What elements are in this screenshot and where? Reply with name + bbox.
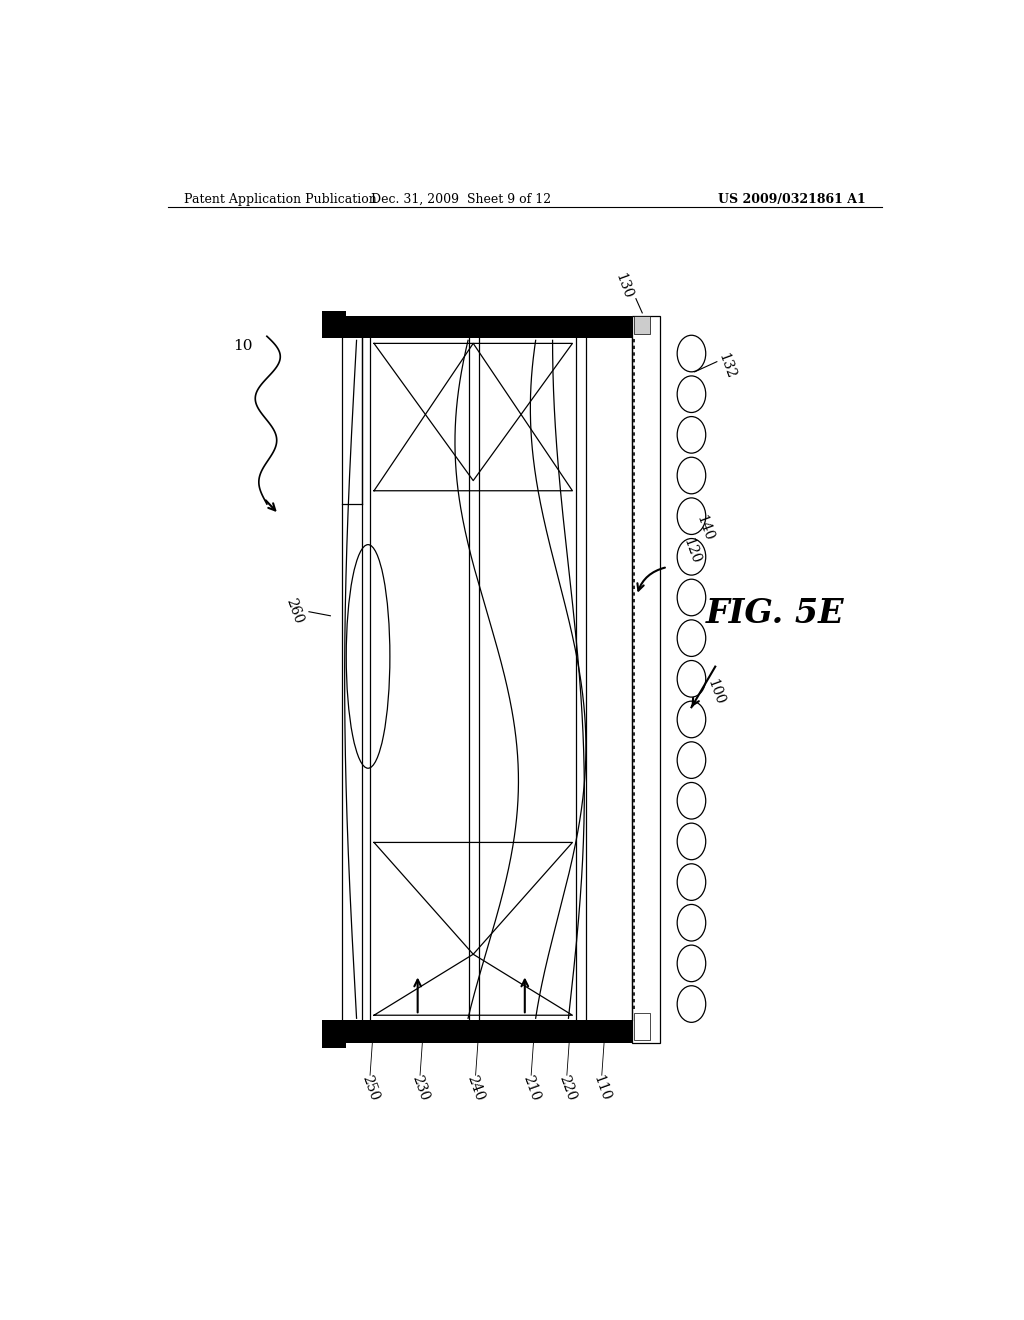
Circle shape <box>677 783 706 818</box>
Circle shape <box>677 701 706 738</box>
Text: 230: 230 <box>409 1073 431 1104</box>
Text: US 2009/0321861 A1: US 2009/0321861 A1 <box>718 193 866 206</box>
Text: 132: 132 <box>716 351 737 380</box>
Text: 110: 110 <box>591 1073 613 1104</box>
Circle shape <box>677 863 706 900</box>
Circle shape <box>677 579 706 616</box>
Bar <box>342 1020 632 1043</box>
Bar <box>634 1012 649 1040</box>
Text: 260: 260 <box>284 595 306 626</box>
Circle shape <box>677 904 706 941</box>
Bar <box>632 315 659 1043</box>
Circle shape <box>677 539 706 576</box>
Text: 220: 220 <box>556 1073 578 1104</box>
Circle shape <box>677 620 706 656</box>
Circle shape <box>677 335 706 372</box>
Text: 140: 140 <box>693 513 715 544</box>
Text: Dec. 31, 2009  Sheet 9 of 12: Dec. 31, 2009 Sheet 9 of 12 <box>372 193 551 206</box>
Circle shape <box>677 824 706 859</box>
Bar <box>323 1020 346 1048</box>
Circle shape <box>677 742 706 779</box>
Circle shape <box>677 417 706 453</box>
Bar <box>634 315 649 334</box>
Text: FIG. 5E: FIG. 5E <box>706 597 844 630</box>
Bar <box>323 312 346 338</box>
Bar <box>342 315 632 338</box>
Circle shape <box>677 457 706 494</box>
Text: 10: 10 <box>233 339 253 354</box>
Text: 120: 120 <box>680 536 702 565</box>
Circle shape <box>677 945 706 982</box>
Text: 250: 250 <box>359 1073 381 1104</box>
Text: 130: 130 <box>613 272 635 301</box>
Text: 210: 210 <box>520 1073 543 1104</box>
Circle shape <box>677 498 706 535</box>
Text: Patent Application Publication: Patent Application Publication <box>183 193 376 206</box>
Circle shape <box>677 660 706 697</box>
Text: 240: 240 <box>465 1073 486 1104</box>
Text: 100: 100 <box>705 677 726 706</box>
Circle shape <box>677 376 706 413</box>
Circle shape <box>677 986 706 1022</box>
